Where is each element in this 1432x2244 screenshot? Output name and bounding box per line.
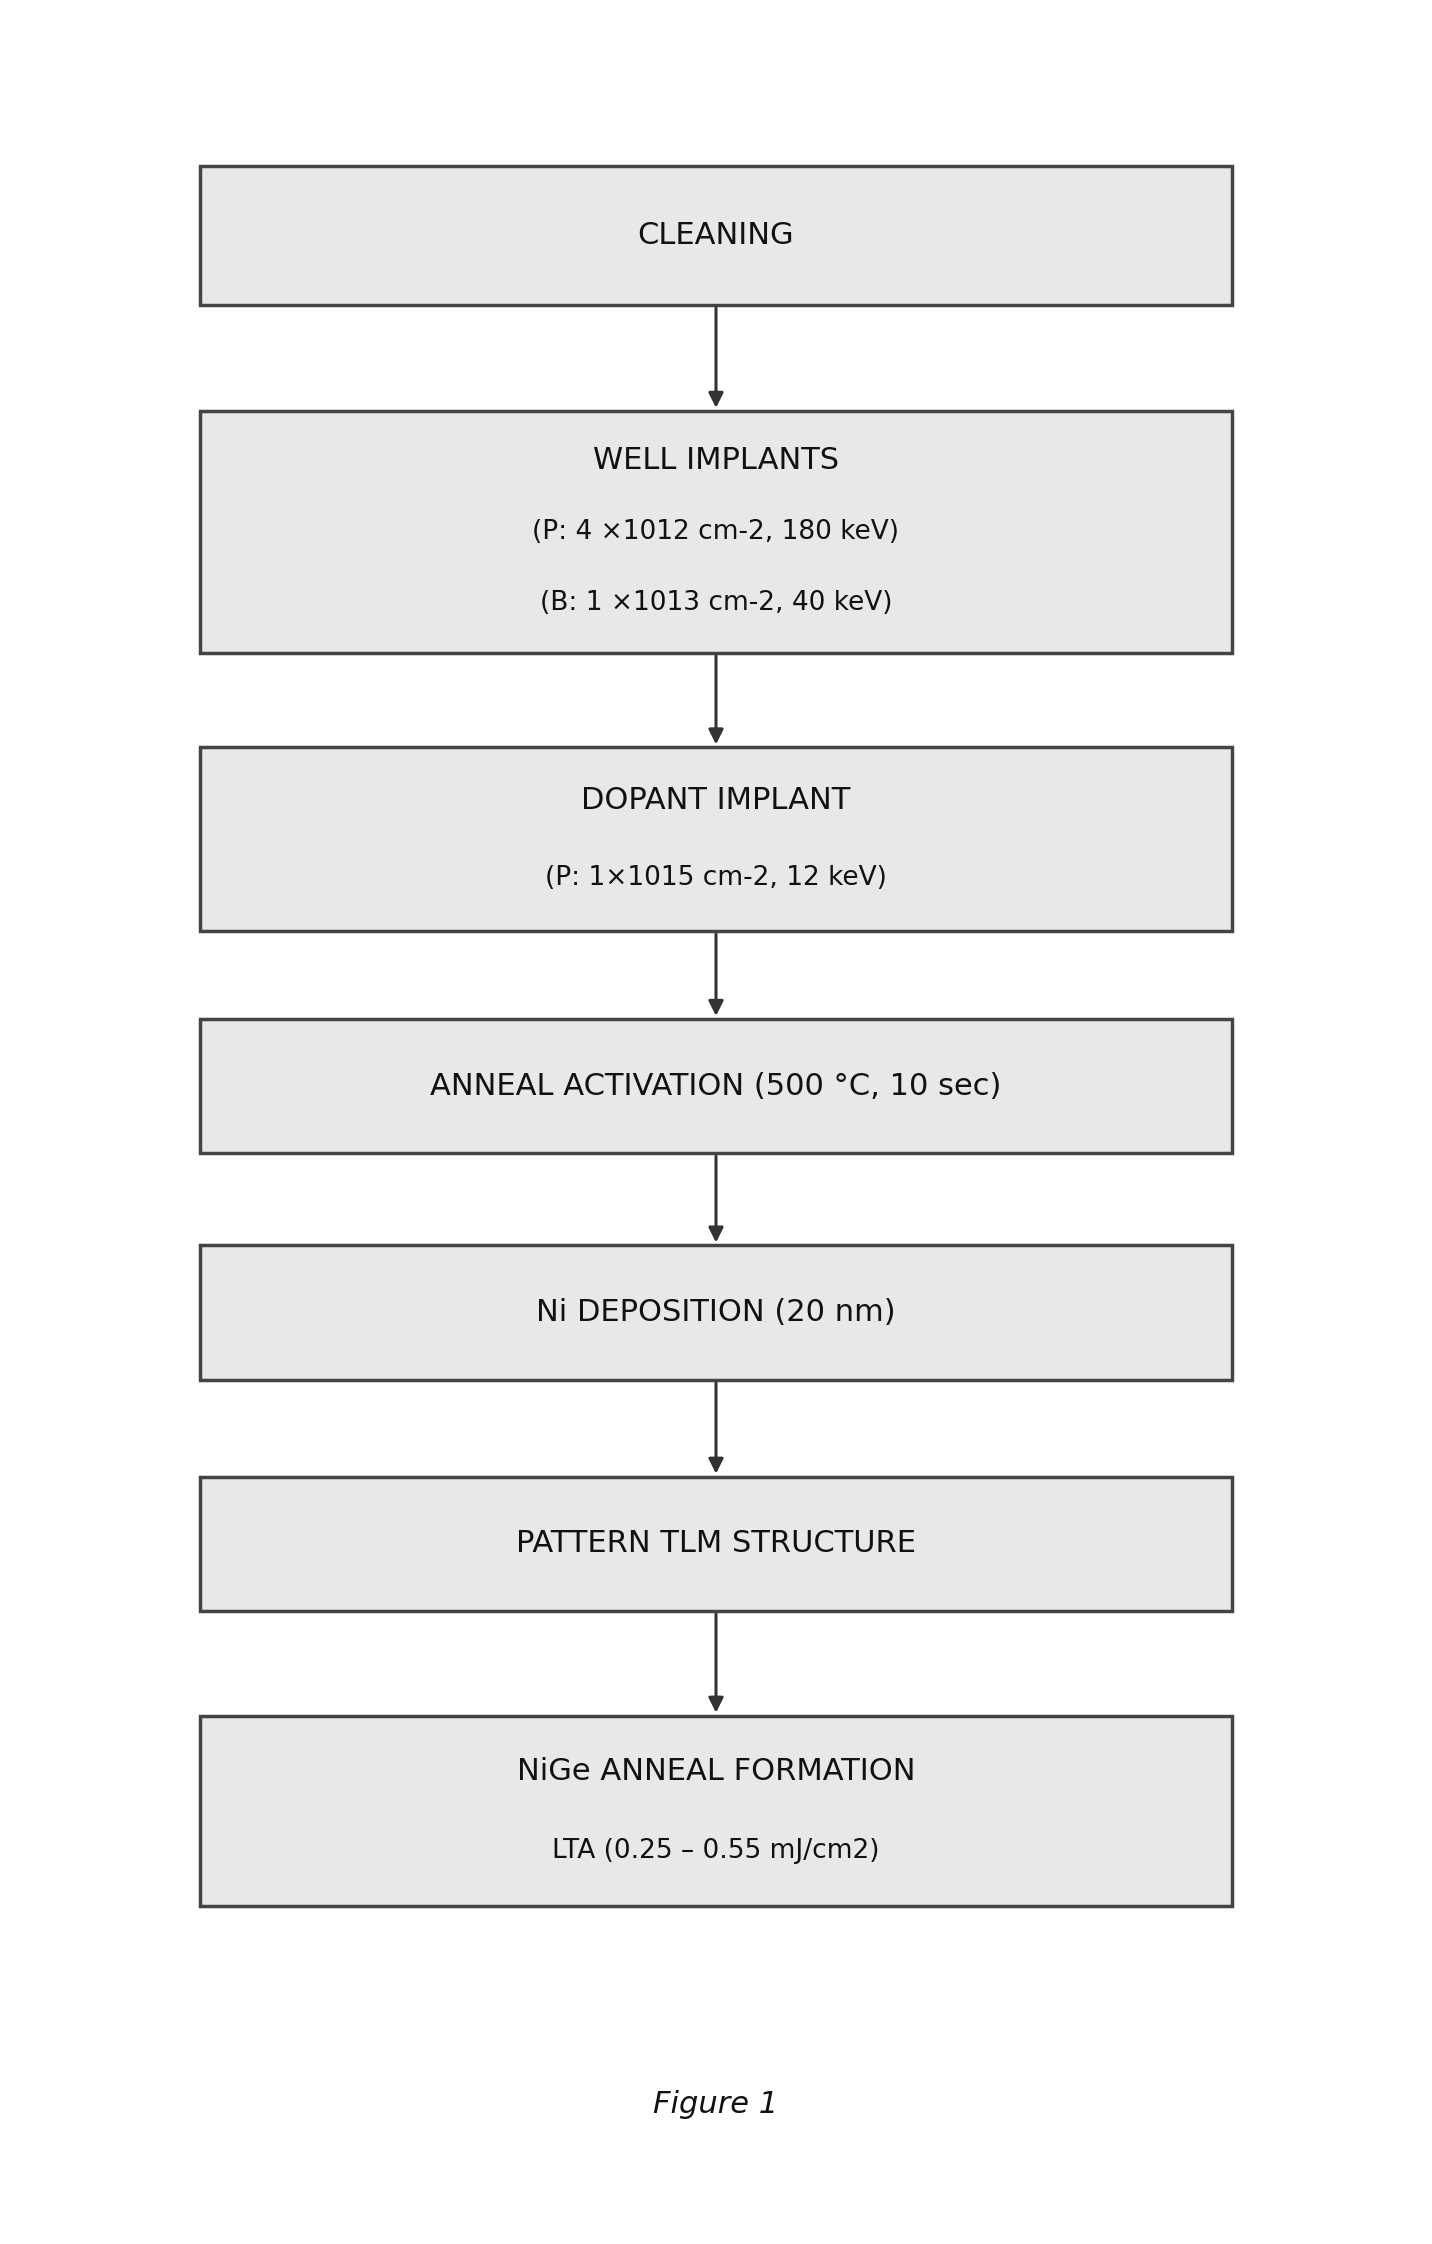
FancyBboxPatch shape: [200, 1245, 1232, 1380]
Text: (P: 1×1015 cm-2, 12 keV): (P: 1×1015 cm-2, 12 keV): [546, 864, 886, 891]
Text: Ni DEPOSITION (20 nm): Ni DEPOSITION (20 nm): [536, 1299, 896, 1326]
Text: ANNEAL ACTIVATION (500 °C, 10 sec): ANNEAL ACTIVATION (500 °C, 10 sec): [430, 1073, 1002, 1100]
Text: (P: 4 ×1012 cm-2, 180 keV): (P: 4 ×1012 cm-2, 180 keV): [533, 518, 899, 545]
Text: Figure 1: Figure 1: [653, 2091, 779, 2118]
Text: CLEANING: CLEANING: [637, 222, 795, 249]
FancyBboxPatch shape: [200, 166, 1232, 305]
Text: NiGe ANNEAL FORMATION: NiGe ANNEAL FORMATION: [517, 1757, 915, 1786]
FancyBboxPatch shape: [200, 1019, 1232, 1153]
Text: (B: 1 ×1013 cm-2, 40 keV): (B: 1 ×1013 cm-2, 40 keV): [540, 590, 892, 617]
Text: WELL IMPLANTS: WELL IMPLANTS: [593, 447, 839, 476]
FancyBboxPatch shape: [200, 411, 1232, 653]
FancyBboxPatch shape: [200, 747, 1232, 931]
Text: PATTERN TLM STRUCTURE: PATTERN TLM STRUCTURE: [516, 1530, 916, 1557]
Text: DOPANT IMPLANT: DOPANT IMPLANT: [581, 785, 851, 815]
FancyBboxPatch shape: [200, 1477, 1232, 1611]
FancyBboxPatch shape: [200, 1714, 1232, 1907]
Text: LTA (0.25 – 0.55 mJ/cm2): LTA (0.25 – 0.55 mJ/cm2): [553, 1838, 879, 1865]
